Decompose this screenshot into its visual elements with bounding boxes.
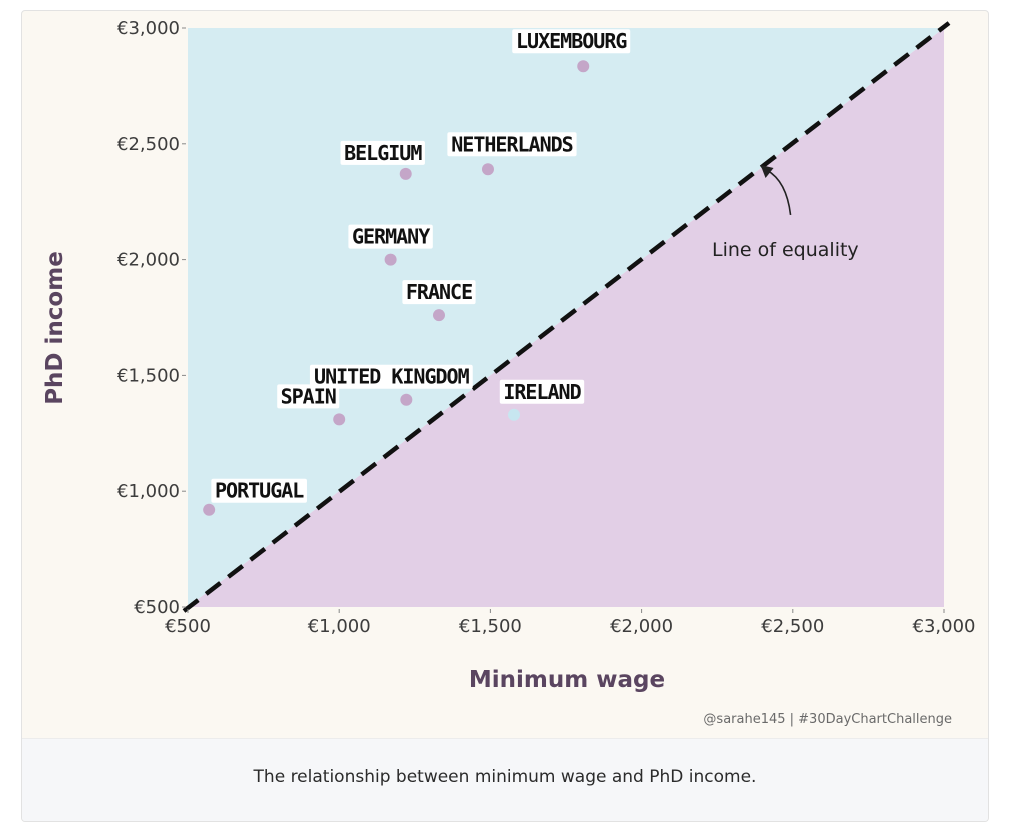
y-tick-label: €2,000 (117, 250, 180, 271)
figure-caption: The relationship between minimum wage an… (253, 767, 757, 787)
chart-card: €500 €1,000 €1,500 €2,000 €2,500 €3,000 €500 €… (21, 10, 989, 822)
line-of-equality (182, 21, 951, 613)
y-tick-label: €1,000 (117, 481, 180, 502)
y-tick-label: €2,500 (117, 134, 180, 155)
x-tick-label: €2,000 (610, 616, 673, 637)
point-france (432, 309, 445, 322)
point-luxembourg (577, 60, 590, 73)
label-bg-france (402, 280, 476, 305)
label-bg-belgium (340, 140, 425, 165)
x-axis-title: Minimum wage (469, 667, 665, 693)
y-tick-label: €500 (134, 597, 180, 618)
point-united-kingdom (400, 393, 413, 406)
point-portugal (203, 503, 216, 516)
label-belgium: BELGIUM (344, 141, 422, 165)
caption-bar: The relationship between minimum wage an… (22, 738, 988, 821)
label-bg-ireland (499, 379, 585, 404)
y-tick-label: €3,000 (117, 18, 180, 39)
point-belgium (399, 167, 412, 180)
label-luxembourg: LUXEMBOURG (516, 29, 627, 53)
y-tick-label: €1,500 (117, 365, 180, 386)
label-spain: SPAIN (281, 384, 336, 408)
chart-credit: @sarahe145 | #30DayChartChallenge (703, 712, 952, 727)
label-netherlands: NETHERLANDS (451, 132, 572, 156)
label-france: FRANCE (406, 280, 472, 304)
x-tick-label: €1,000 (308, 616, 371, 637)
point-netherlands (481, 163, 494, 176)
x-tick-label: €500 (165, 616, 211, 637)
label-bg-luxembourg (512, 29, 631, 54)
label-bg-spain (277, 384, 340, 409)
label-bg-united-kingdom (309, 364, 473, 389)
label-bg-germany (348, 224, 433, 249)
x-tick-label: €1,500 (459, 616, 522, 637)
point-spain (333, 413, 346, 426)
label-bg-netherlands (447, 132, 577, 157)
x-tick-label: €3,000 (913, 616, 976, 637)
label-portugal: PORTUGAL (215, 479, 304, 503)
line-of-equality-label: Line of equality (712, 239, 859, 261)
point-ireland (507, 408, 520, 421)
annotation-arrowhead (760, 164, 774, 178)
point-germany (384, 253, 397, 266)
label-united-kingdom: UNITED KINGDOM (314, 365, 470, 389)
x-tick-label: €2,500 (761, 616, 824, 637)
scatter-chart: €500 €1,000 €1,500 €2,000 €2,500 €3,000 €500 €… (42, 18, 976, 727)
y-axis-title: PhD income (42, 251, 68, 405)
label-germany: GERMANY (352, 225, 430, 249)
label-ireland: IRELAND (503, 380, 581, 404)
label-bg-portugal (211, 478, 307, 503)
